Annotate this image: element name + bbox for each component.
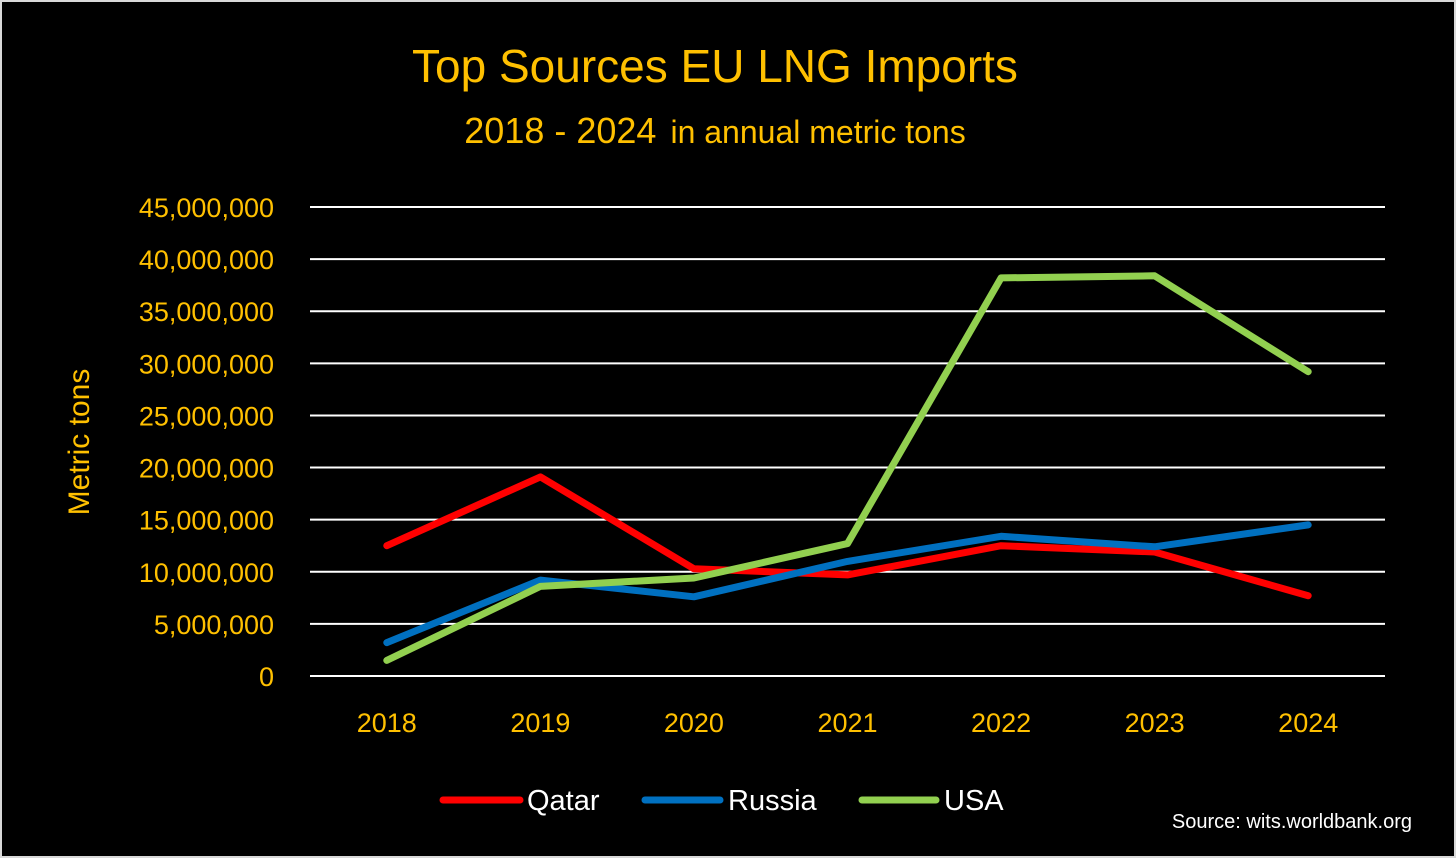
x-axis-ticks: 2018 2019 2020 2021 2022 2023 2024 <box>357 708 1339 738</box>
legend-label: Russia <box>728 785 818 817</box>
x-tick-label: 2020 <box>664 708 724 738</box>
x-tick-label: 2021 <box>817 708 877 738</box>
x-tick-label: 2018 <box>357 708 417 738</box>
y-tick-label: 35,000,000 <box>139 297 274 327</box>
y-tick-label: 15,000,000 <box>139 506 274 536</box>
y-tick-label: 0 <box>259 662 274 692</box>
y-axis-label: Metric tons <box>63 369 96 516</box>
legend-label: Qatar <box>527 785 600 817</box>
subtitle-units: in annual metric tons <box>670 114 965 150</box>
legend-item-russia: Russia <box>641 785 818 817</box>
x-tick-label: 2023 <box>1125 708 1185 738</box>
x-tick-label: 2022 <box>971 708 1031 738</box>
legend-label: USA <box>944 785 1004 817</box>
series-line-usa <box>383 272 1312 664</box>
series-line-russia <box>383 521 1312 647</box>
series-line-qatar <box>383 473 1312 600</box>
chart-subtitle: 2018 - 2024 in annual metric tons <box>464 110 965 151</box>
legend: Qatar Russia USA <box>439 785 1004 817</box>
x-tick-label: 2019 <box>510 708 570 738</box>
y-tick-label: 10,000,000 <box>139 558 274 588</box>
legend-item-usa: USA <box>858 785 1004 817</box>
y-tick-label: 40,000,000 <box>139 245 274 275</box>
y-tick-label: 20,000,000 <box>139 454 274 484</box>
source-note: Source: wits.worldbank.org <box>1172 811 1412 833</box>
y-axis-ticks: 0 5,000,000 10,000,000 15,000,000 20,000,000… <box>139 193 274 692</box>
chart-title: Top Sources EU LNG Imports <box>412 40 1018 92</box>
y-tick-label: 30,000,000 <box>139 349 274 379</box>
legend-item-qatar: Qatar <box>439 785 600 817</box>
series-lines <box>383 272 1312 664</box>
y-tick-label: 45,000,000 <box>139 193 274 223</box>
gridlines <box>310 206 1385 677</box>
subtitle-years: 2018 - 2024 <box>464 110 656 151</box>
x-tick-label: 2024 <box>1278 708 1338 738</box>
y-tick-label: 25,000,000 <box>139 401 274 431</box>
y-tick-label: 5,000,000 <box>154 610 274 640</box>
